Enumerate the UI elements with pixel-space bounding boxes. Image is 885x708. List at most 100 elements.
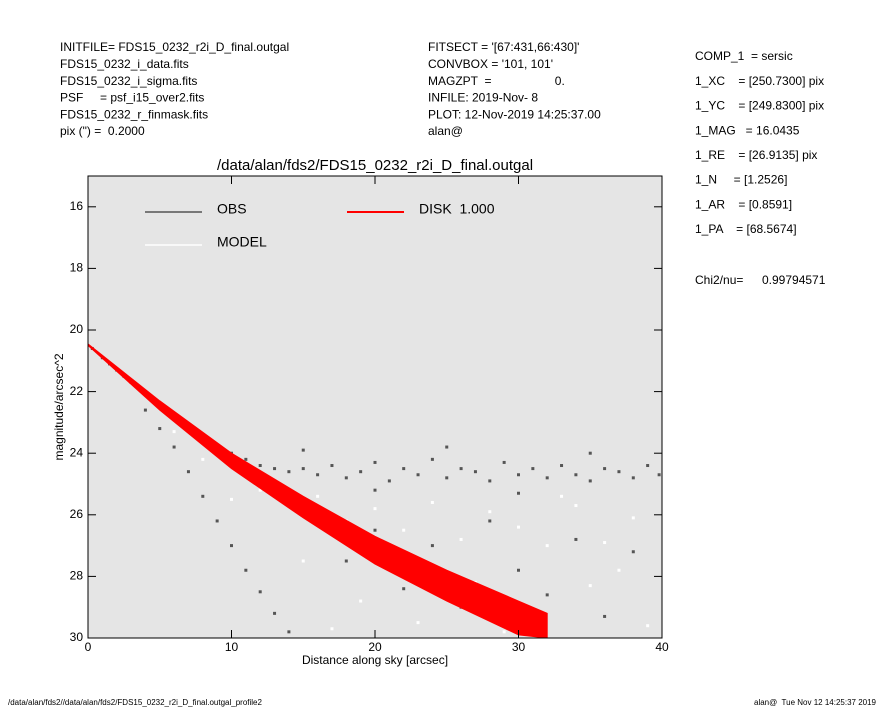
header-middle-line: CONVBOX = '101, 101' (428, 57, 553, 71)
chi2-value: 0.99794571 (762, 273, 826, 287)
y-tick-label: 26 (70, 507, 84, 521)
footer-right: alan@ Tue Nov 12 14:25:37 2019 (754, 698, 877, 707)
data-point (531, 467, 535, 471)
data-point (488, 510, 492, 514)
data-point (301, 467, 305, 471)
data-point (258, 488, 262, 492)
x-tick-label: 10 (225, 640, 239, 654)
footer-left: /data/alan/fds2//data/alan/fds2/FDS15_02… (8, 698, 263, 707)
data-point (631, 516, 635, 520)
data-point (402, 467, 406, 471)
x-tick-label: 0 (85, 640, 92, 654)
data-point (359, 599, 363, 603)
data-point (359, 470, 363, 474)
data-point (373, 488, 377, 492)
y-tick-label: 28 (70, 569, 84, 583)
data-point (545, 593, 549, 597)
data-point (517, 473, 520, 477)
data-point (402, 587, 406, 591)
data-point (273, 611, 277, 615)
parameter-line: COMP_1 = sersic (695, 49, 793, 63)
header-middle-line: alan@ (428, 124, 463, 138)
data-point (517, 568, 520, 572)
header-left-line: pix (") = 0.2000 (60, 124, 145, 138)
data-point (445, 445, 449, 449)
data-point (545, 544, 549, 548)
x-tick-label: 20 (368, 640, 382, 654)
data-point (488, 479, 492, 483)
data-point (517, 491, 520, 495)
data-point (215, 519, 219, 523)
data-point (244, 457, 248, 461)
data-point (373, 528, 377, 532)
chart-title: /data/alan/fds2/FDS15_0232_r2i_D_final.o… (217, 157, 533, 174)
y-tick-label: 24 (70, 445, 84, 459)
x-tick-label: 40 (655, 640, 669, 654)
data-point (301, 448, 305, 452)
data-point (502, 630, 506, 634)
data-point (416, 621, 420, 625)
data-point (430, 500, 434, 504)
data-point (617, 568, 621, 572)
data-point (373, 460, 377, 464)
data-point (316, 494, 320, 498)
header-middle-line: PLOT: 12-Nov-2019 14:25:37.00 (428, 107, 601, 121)
disk-band (88, 343, 548, 638)
data-point (258, 464, 262, 468)
data-point (657, 473, 661, 477)
data-point (230, 497, 233, 501)
header-middle-line: MAGZPT = 0. (428, 74, 565, 88)
parameter-line: 1_N = [1.2526] (695, 173, 787, 187)
header-left-line: PSF = psf_i15_over2.fits (60, 91, 204, 105)
parameter-line: 1_YC = [249.8300] pix (695, 99, 824, 113)
data-point (517, 525, 520, 529)
y-tick-label: 20 (70, 322, 84, 336)
plot-marks (88, 343, 661, 638)
data-point (574, 504, 578, 508)
parameter-line: 1_AR = [0.8591] (695, 197, 792, 211)
chi2-label: Chi2/nu= (695, 273, 743, 287)
data-point (588, 479, 592, 483)
data-point (301, 559, 305, 563)
y-tick-label: 30 (70, 630, 84, 644)
parameter-line: 1_PA = [68.5674] (695, 222, 797, 236)
data-point (230, 544, 233, 548)
data-point (603, 614, 607, 618)
parameter-line: 1_XC = [250.7300] pix (695, 74, 824, 88)
parameter-line: 1_MAG = 16.0435 (695, 123, 800, 137)
data-point (172, 445, 176, 449)
data-point (502, 460, 506, 464)
y-axis-label: magnitude/arcsec^2 (52, 353, 66, 460)
data-point (287, 470, 291, 474)
data-point (143, 408, 147, 412)
data-point (588, 451, 592, 455)
data-point (560, 494, 564, 498)
data-point (588, 584, 592, 588)
legend-label: OBS (217, 201, 247, 217)
data-point (560, 464, 564, 468)
data-point (430, 544, 434, 548)
data-point (459, 537, 463, 541)
data-point (416, 473, 420, 477)
data-point (330, 627, 334, 631)
data-point (201, 494, 205, 498)
data-point (631, 550, 635, 554)
data-point (244, 568, 248, 572)
data-point (344, 559, 348, 563)
header-left-line: FDS15_0232_r_finmask.fits (60, 107, 208, 121)
data-point (445, 476, 449, 480)
header-left-line: FDS15_0232_i_data.fits (60, 57, 189, 71)
data-point (646, 464, 650, 468)
parameter-line: 1_RE = [26.9135] pix (695, 148, 817, 162)
header-left-line: FDS15_0232_i_sigma.fits (60, 74, 197, 88)
data-point (488, 519, 492, 523)
data-point (186, 470, 190, 474)
header-middle-line: INFILE: 2019-Nov- 8 (428, 91, 538, 105)
y-tick-label: 22 (70, 384, 84, 398)
data-point (158, 427, 162, 431)
data-point (545, 476, 549, 480)
x-axis-label: Distance along sky [arcsec] (302, 653, 448, 667)
header-left-line: INITFILE= FDS15_0232_r2i_D_final.outgal (60, 40, 289, 54)
y-tick-label: 18 (70, 261, 84, 275)
